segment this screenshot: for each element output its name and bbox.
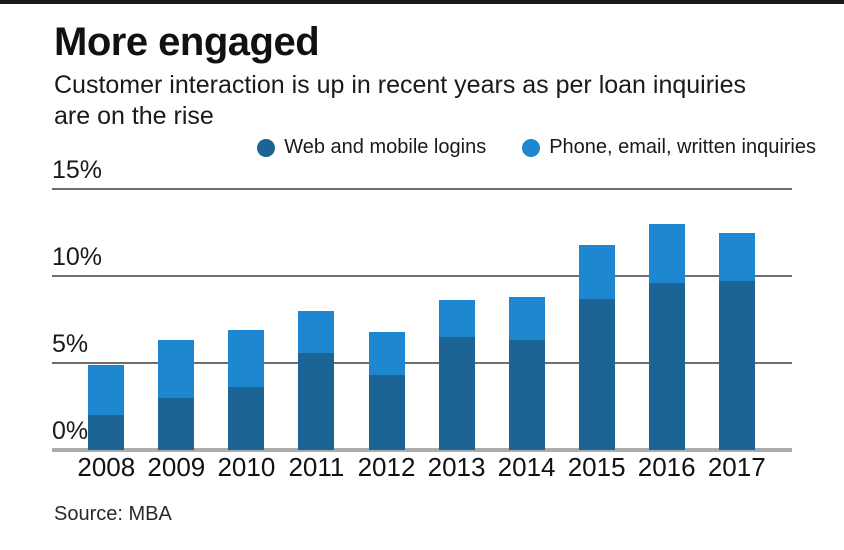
bar-2013-segment-web-logins [438,336,475,450]
x-axis-baseline [52,447,792,452]
bar-2012-segment-web-logins [368,375,405,450]
gridline-5pct [52,361,792,364]
bar-2016 [648,223,685,450]
bar-2014 [508,296,545,450]
bar-2009 [158,340,195,450]
x-axis-label-2010: 2010 [217,452,276,482]
x-axis-label-2011: 2011 [288,452,345,482]
bar-2014-segment-web-logins [508,340,545,450]
y-axis-label-10pct: 10% [52,243,103,271]
bar-2008 [88,364,125,450]
legend: Web and mobile logins Phone, email, writ… [257,136,816,159]
legend-label-web-logins: Web and mobile logins [284,136,487,158]
bar-2010-segment-phone-inquiries [228,329,265,388]
x-axis-label-2017: 2017 [707,452,766,482]
x-axis-label-2008: 2008 [77,452,136,482]
bar-2017-segment-web-logins [718,281,755,450]
bar-2015-segment-web-logins [578,298,615,450]
bar-2014-segment-phone-inquiries [508,296,545,341]
chart-title: More engaged [54,20,320,64]
bar-2013-segment-phone-inquiries [438,300,475,337]
legend-label-phone-inquiries: Phone, email, written inquiries [549,136,816,158]
source-note: Source: MBA [54,503,172,525]
bar-2011-segment-phone-inquiries [298,310,335,353]
bar-2010 [228,329,265,450]
legend-item-web-logins: Web and mobile logins [257,136,486,159]
bar-2015 [578,244,615,450]
bar-2012 [368,331,405,450]
x-axis-label-2016: 2016 [637,452,696,482]
chart-subtitle: Customer interaction is up in recent yea… [54,71,747,130]
bar-2017-segment-phone-inquiries [718,232,755,282]
bar-2009-segment-web-logins [158,397,195,450]
y-axis-label-15pct: 15% [52,156,103,184]
gridline-10pct [52,274,792,277]
x-axis-label-2013: 2013 [427,452,486,482]
bar-2008-segment-phone-inquiries [88,364,125,416]
bar-2011 [298,310,335,450]
bar-2017 [718,232,755,451]
bar-2016-segment-phone-inquiries [648,223,685,283]
x-axis-label-2012: 2012 [357,452,416,482]
bar-2013 [438,300,475,450]
x-axis-label-2014: 2014 [497,452,556,482]
y-axis-label-5pct: 5% [52,330,89,358]
bar-2010-segment-web-logins [228,387,265,450]
bar-2009-segment-phone-inquiries [158,340,195,398]
bar-2008-segment-web-logins [88,415,125,450]
legend-dot-icon-phone-inquiries [522,138,541,157]
bar-2012-segment-phone-inquiries [368,331,405,376]
bar-2015-segment-phone-inquiries [578,244,615,299]
gridline-15pct [52,187,792,190]
x-axis-label-2015: 2015 [567,452,626,482]
y-axis-label-0pct: 0% [52,417,89,445]
legend-dot-icon-web-logins [257,138,276,157]
x-axis-label-2009: 2009 [147,452,206,482]
legend-item-phone-inquiries: Phone, email, written inquiries [522,136,816,159]
bar-2016-segment-web-logins [648,282,685,450]
top-rule [0,0,844,4]
bar-2011-segment-web-logins [298,352,335,450]
